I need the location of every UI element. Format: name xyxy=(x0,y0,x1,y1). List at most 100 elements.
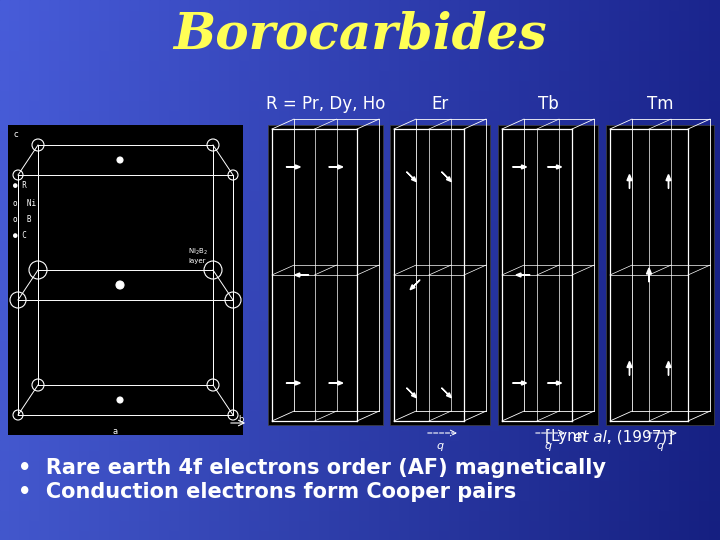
Bar xyxy=(190,510,200,520)
Bar xyxy=(560,50,570,60)
Bar xyxy=(680,160,690,170)
Bar xyxy=(490,50,500,60)
Bar xyxy=(640,100,650,110)
Bar xyxy=(640,30,650,40)
Bar xyxy=(440,310,450,320)
Text: o  Ni: o Ni xyxy=(13,199,36,207)
Bar xyxy=(450,140,460,150)
Bar xyxy=(320,320,330,330)
Bar xyxy=(430,420,440,430)
Bar xyxy=(480,160,490,170)
Bar xyxy=(140,40,150,50)
Bar xyxy=(470,300,480,310)
Bar xyxy=(680,60,690,70)
Bar xyxy=(230,230,240,240)
Bar xyxy=(370,320,380,330)
Bar xyxy=(350,20,360,30)
Bar xyxy=(130,230,140,240)
Bar xyxy=(510,30,520,40)
Bar xyxy=(350,120,360,130)
Bar xyxy=(490,320,500,330)
Bar xyxy=(160,30,170,40)
Bar xyxy=(660,20,670,30)
Bar xyxy=(670,160,680,170)
Bar xyxy=(0,260,10,270)
Bar xyxy=(530,520,540,530)
Bar xyxy=(610,230,620,240)
Bar xyxy=(570,150,580,160)
Bar xyxy=(100,10,110,20)
Bar xyxy=(370,460,380,470)
Bar xyxy=(240,330,250,340)
Bar xyxy=(580,380,590,390)
Bar xyxy=(360,240,370,250)
Bar xyxy=(360,120,370,130)
Bar xyxy=(180,210,190,220)
Bar xyxy=(400,280,410,290)
Bar xyxy=(620,290,630,300)
Bar xyxy=(360,410,370,420)
Bar xyxy=(550,310,560,320)
Bar xyxy=(390,130,400,140)
Bar xyxy=(130,40,140,50)
Bar xyxy=(710,410,720,420)
Bar xyxy=(570,20,580,30)
Bar xyxy=(10,410,20,420)
Bar xyxy=(320,480,330,490)
Bar xyxy=(50,490,60,500)
Bar xyxy=(170,470,180,480)
Bar xyxy=(560,70,570,80)
Bar xyxy=(290,220,300,230)
Bar xyxy=(500,200,510,210)
Bar xyxy=(310,70,320,80)
Bar xyxy=(300,390,310,400)
Bar xyxy=(480,320,490,330)
Bar xyxy=(40,180,50,190)
Bar xyxy=(540,250,550,260)
Bar xyxy=(60,370,70,380)
Bar xyxy=(570,50,580,60)
Bar xyxy=(700,180,710,190)
Bar xyxy=(180,150,190,160)
Bar xyxy=(340,170,350,180)
Bar xyxy=(500,510,510,520)
Bar xyxy=(80,370,90,380)
Bar xyxy=(280,280,290,290)
Bar xyxy=(690,80,700,90)
Bar xyxy=(670,430,680,440)
Bar xyxy=(100,480,110,490)
Bar xyxy=(310,0,320,10)
Bar xyxy=(630,430,640,440)
Bar xyxy=(300,150,310,160)
Bar xyxy=(380,450,390,460)
Bar xyxy=(470,80,480,90)
Bar xyxy=(130,510,140,520)
Bar xyxy=(690,320,700,330)
Bar xyxy=(640,90,650,100)
Bar xyxy=(310,200,320,210)
Bar xyxy=(280,360,290,370)
Bar xyxy=(460,130,470,140)
Bar xyxy=(360,50,370,60)
FancyArrow shape xyxy=(329,381,343,385)
Bar xyxy=(70,230,80,240)
Bar xyxy=(80,90,90,100)
FancyArrow shape xyxy=(513,381,526,385)
Bar xyxy=(250,450,260,460)
Bar xyxy=(520,70,530,80)
Bar xyxy=(260,370,270,380)
Bar xyxy=(160,120,170,130)
Bar xyxy=(460,330,470,340)
Bar xyxy=(590,170,600,180)
Bar xyxy=(20,470,30,480)
Bar xyxy=(700,50,710,60)
Bar xyxy=(120,510,130,520)
Bar xyxy=(10,110,20,120)
Bar xyxy=(160,430,170,440)
Bar xyxy=(480,310,490,320)
Bar xyxy=(20,150,30,160)
Bar xyxy=(390,170,400,180)
Bar xyxy=(510,380,520,390)
Bar xyxy=(40,240,50,250)
Bar xyxy=(360,0,370,10)
